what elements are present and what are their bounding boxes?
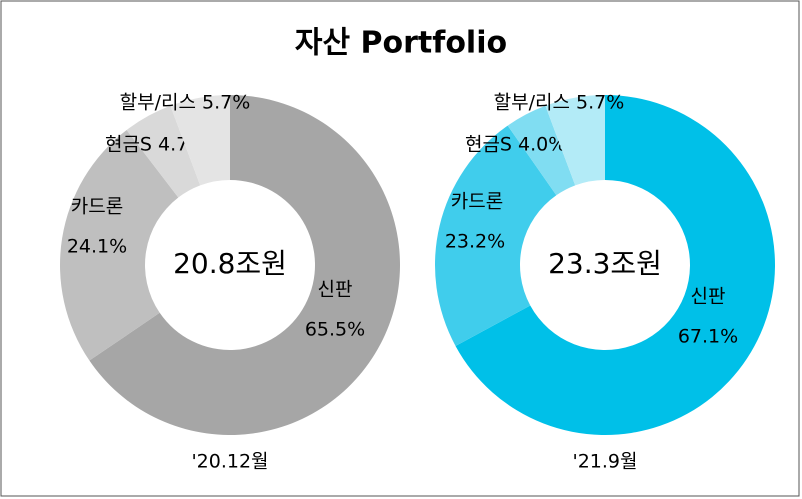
center-label: 23.3조원 — [548, 247, 662, 280]
donut-slice — [89, 95, 400, 435]
chart-title: 자산 Portfolio — [295, 26, 507, 61]
donut-slice — [60, 130, 179, 361]
slice-category: 현금S — [105, 134, 152, 156]
donut-slice — [170, 95, 230, 186]
donut-slice — [455, 95, 776, 435]
x-label: '21.9월 — [572, 451, 637, 473]
center-label: 20.8조원 — [173, 247, 287, 280]
donut-slice — [126, 105, 201, 198]
slice-value: 4.0% — [518, 134, 566, 156]
donut-slice — [507, 105, 576, 196]
slice-category: 카드론 — [71, 196, 123, 218]
slice-category: 현금S — [465, 134, 512, 156]
slice-category: 할부/리스 — [494, 92, 570, 114]
slice-category: 카드론 — [451, 191, 503, 213]
slice-value: 5.7% — [202, 92, 250, 114]
slice-value: 23.2% — [445, 231, 505, 253]
donut-slice — [435, 125, 557, 346]
slice-value: 65.5% — [305, 319, 365, 341]
slice-category: 신판 — [691, 286, 726, 308]
donut-slice — [545, 95, 605, 186]
slice-category: 신판 — [318, 279, 353, 301]
slice-value: 67.1% — [678, 326, 738, 348]
slice-value: 5.7% — [576, 92, 624, 114]
slice-category: 할부/리스 — [120, 92, 196, 114]
x-label: '20.12월 — [191, 451, 268, 473]
slice-value: 24.1% — [67, 236, 127, 258]
